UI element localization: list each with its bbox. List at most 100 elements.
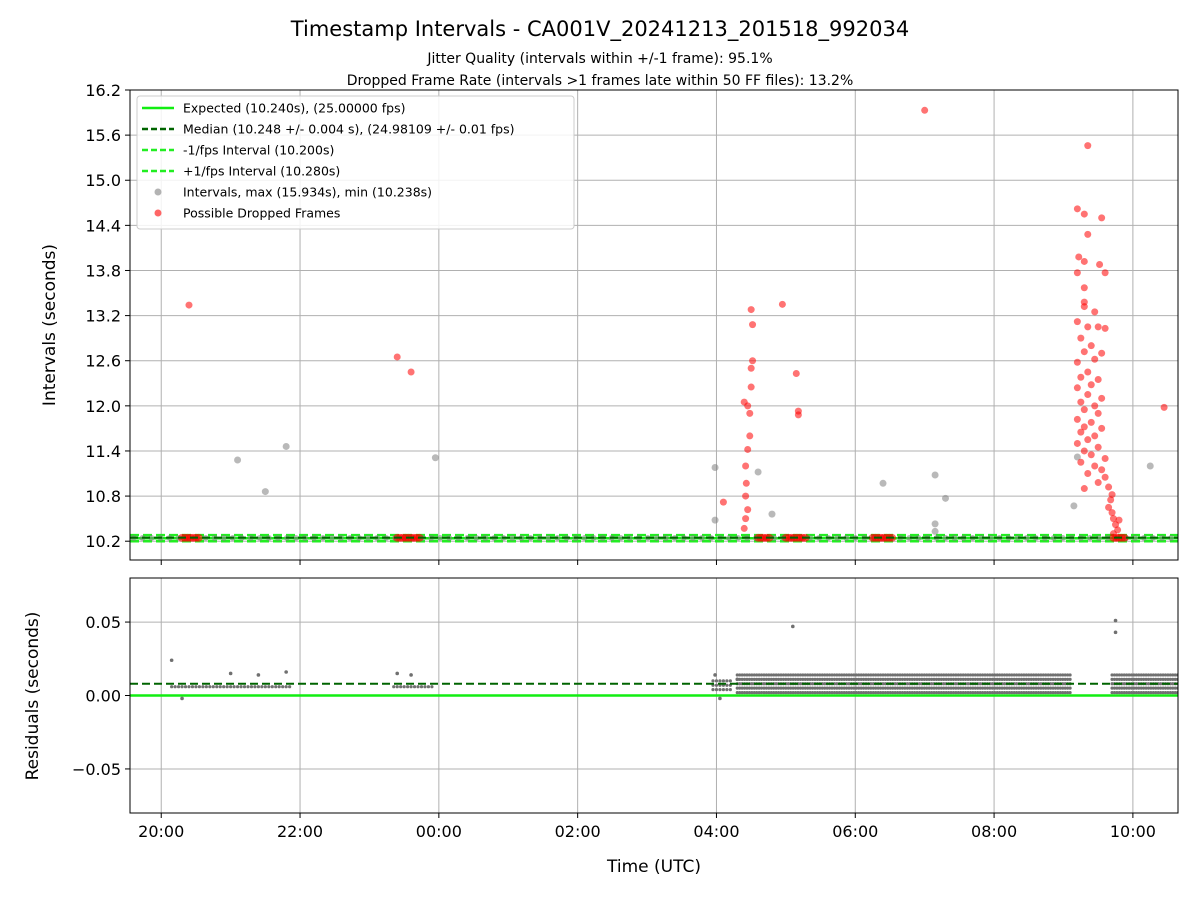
residual-point bbox=[745, 677, 749, 681]
residual-point bbox=[971, 673, 975, 677]
top-y-tick-label: 15.0 bbox=[85, 171, 121, 190]
residual-point bbox=[879, 686, 883, 690]
interval-point bbox=[941, 494, 949, 502]
residual-point bbox=[1163, 673, 1168, 677]
residual-point bbox=[784, 686, 788, 690]
chart-title: Timestamp Intervals - CA001V_20241213_20… bbox=[290, 17, 909, 42]
residual-point bbox=[968, 690, 973, 695]
residual-point bbox=[169, 658, 174, 663]
dropped-frame-point bbox=[778, 300, 786, 308]
residual-point bbox=[888, 673, 892, 677]
residual-point bbox=[176, 685, 181, 689]
residual-point bbox=[1039, 677, 1043, 681]
dropped-frame-point bbox=[719, 498, 727, 506]
residual-point bbox=[854, 690, 858, 695]
residual-point bbox=[854, 677, 858, 681]
residual-point bbox=[1163, 677, 1168, 681]
residual-point bbox=[767, 677, 771, 681]
residual-point bbox=[1005, 690, 1009, 695]
residual-point bbox=[1058, 686, 1062, 690]
residual-point bbox=[944, 677, 948, 681]
residual-point bbox=[786, 686, 790, 690]
dropped-frame-point bbox=[921, 106, 929, 114]
residuals-panel: 0.05 0.00 −0.05 20:00 22:00 00:00 02:00 04:00 06… bbox=[72, 577, 1179, 841]
residual-point bbox=[270, 685, 274, 689]
residual-point bbox=[762, 682, 766, 686]
residual-point bbox=[759, 673, 764, 677]
residual-point bbox=[886, 690, 890, 695]
dropped-frame-point bbox=[749, 321, 757, 329]
residual-point bbox=[869, 690, 873, 695]
residual-point bbox=[767, 673, 771, 677]
residual-point bbox=[993, 673, 997, 677]
dropped-frame-point bbox=[1094, 323, 1102, 331]
dropped-frame-point bbox=[1101, 269, 1109, 277]
residual-point bbox=[1146, 682, 1151, 686]
residual-point bbox=[1132, 677, 1136, 681]
residual-point bbox=[825, 686, 829, 690]
residual-point bbox=[774, 690, 778, 695]
dropped-frame-point bbox=[1101, 473, 1109, 481]
residual-point bbox=[922, 690, 926, 695]
bottom-y-tick-label: 0.05 bbox=[85, 613, 121, 632]
residual-point bbox=[827, 673, 832, 677]
residual-point bbox=[966, 686, 970, 690]
residual-point bbox=[942, 673, 946, 677]
residual-point bbox=[874, 686, 878, 690]
residual-point bbox=[180, 696, 184, 701]
residual-point bbox=[752, 690, 756, 695]
residual-point bbox=[1149, 686, 1153, 690]
residual-point bbox=[847, 686, 851, 690]
residual-point bbox=[866, 673, 871, 677]
dropped-frame-point bbox=[1091, 355, 1099, 363]
residual-point bbox=[1144, 677, 1148, 681]
residual-point bbox=[847, 673, 851, 677]
residual-point bbox=[1137, 690, 1141, 695]
residual-point bbox=[981, 690, 985, 695]
residual-point bbox=[990, 673, 994, 677]
residual-point bbox=[1122, 690, 1126, 695]
residual-point bbox=[1041, 677, 1045, 681]
residual-point bbox=[1024, 673, 1028, 677]
bottom-y-tick-label: −0.05 bbox=[72, 760, 121, 779]
top-y-tick-label: 16.2 bbox=[85, 81, 121, 100]
residual-point bbox=[735, 690, 739, 695]
residual-point bbox=[864, 677, 868, 681]
residual-point bbox=[896, 673, 900, 677]
residual-point bbox=[1000, 677, 1004, 681]
residual-point bbox=[930, 682, 934, 686]
dropped-frame-point bbox=[1080, 485, 1088, 493]
residual-point bbox=[1110, 682, 1114, 686]
residual-point bbox=[769, 690, 773, 695]
residual-point bbox=[1127, 686, 1131, 690]
residual-point bbox=[939, 677, 943, 681]
residual-point bbox=[1046, 673, 1050, 677]
x-axis-label: Time (UTC) bbox=[606, 857, 701, 877]
residual-point bbox=[718, 688, 722, 692]
dropped-frame-point bbox=[746, 432, 754, 440]
interval-point bbox=[1168, 535, 1175, 542]
interval-point bbox=[987, 535, 994, 542]
residual-point bbox=[905, 690, 909, 695]
dropped-frame-point bbox=[1084, 470, 1092, 478]
legend-entry: Median (10.248 +/- 0.004 s), (24.98109 +… bbox=[183, 122, 514, 137]
residual-point bbox=[1056, 686, 1060, 690]
residual-point bbox=[1154, 677, 1158, 681]
residual-point bbox=[1010, 677, 1014, 681]
residual-point bbox=[759, 686, 764, 690]
residual-point bbox=[747, 690, 752, 695]
residual-point bbox=[1127, 673, 1131, 677]
residual-point bbox=[1027, 686, 1031, 690]
residual-point bbox=[791, 686, 795, 690]
dropped-frame-point bbox=[1109, 530, 1117, 538]
residual-point bbox=[849, 673, 854, 677]
residual-point bbox=[983, 690, 987, 695]
dropped-frame-point bbox=[1077, 398, 1085, 406]
residual-point bbox=[1029, 690, 1033, 695]
residual-point bbox=[786, 673, 790, 677]
residual-point bbox=[990, 690, 994, 695]
interval-point bbox=[1095, 535, 1102, 542]
residual-point bbox=[1139, 690, 1143, 695]
residual-point bbox=[249, 685, 254, 689]
residual-point bbox=[1173, 677, 1177, 681]
